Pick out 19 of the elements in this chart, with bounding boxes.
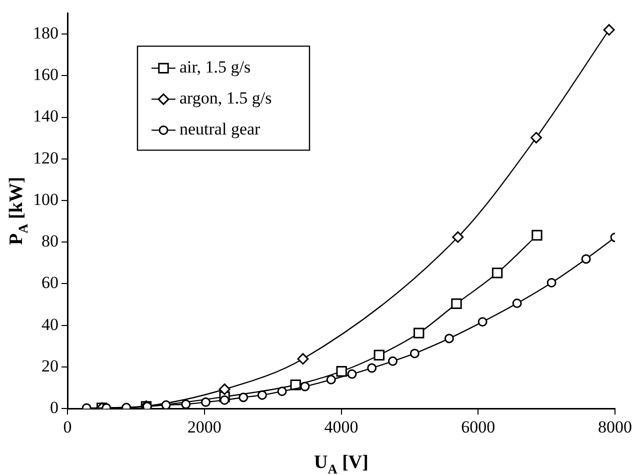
legend-label: air, 1.5 g/s [180,58,251,77]
y-axis-title: PA [kW] [6,176,31,245]
y-tick-label: 60 [42,273,58,292]
x-tick-label: 4000 [324,417,358,436]
y-tick-label: 20 [42,356,58,376]
x-tick-label: 8000 [598,417,632,436]
y-tick-label: 180 [33,23,58,42]
x-tick-label: 6000 [461,417,496,436]
y-tick-label: 120 [33,148,58,168]
x-tick-label: 2000 [187,417,222,436]
x-tick-label: 0 [63,417,72,436]
y-tick-label: 160 [33,65,58,84]
legend-label: neutral gear [180,120,261,139]
legend-label: argon, 1.5 g/s [180,88,272,108]
y-tick-label: 80 [42,232,58,251]
y-tick-label: 40 [42,314,58,334]
y-tick-label: 100 [33,190,58,209]
y-tick-label: 140 [33,106,58,126]
y-tick-label: 0 [50,398,58,418]
